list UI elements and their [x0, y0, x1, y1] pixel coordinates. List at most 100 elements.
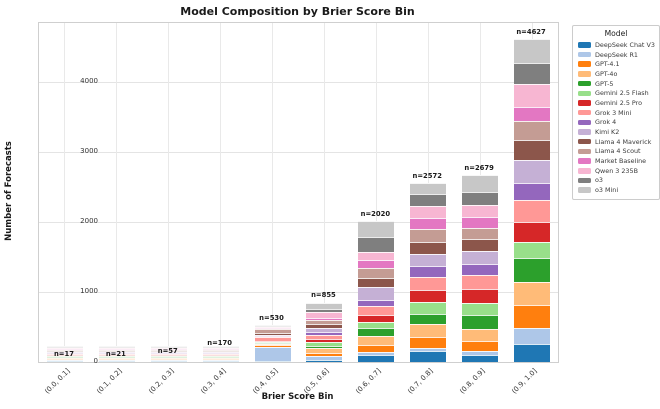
- legend-swatch-icon: [578, 100, 591, 106]
- bar-segment: [98, 357, 135, 358]
- legend-item: Gemini 2.5 Flash: [573, 88, 659, 98]
- bar-segment: [306, 317, 343, 320]
- bar-segment: [358, 268, 395, 279]
- bar-segment: [306, 331, 343, 335]
- gridline-horizontal: [39, 82, 558, 84]
- bar-segment: [98, 358, 135, 359]
- bar-segment: [462, 227, 499, 240]
- legend-label: GPT-5: [595, 79, 614, 88]
- bar-segment: [462, 216, 499, 228]
- bar-segment: [46, 351, 83, 352]
- gridline-vertical: [323, 23, 325, 362]
- bar-segment: [46, 347, 83, 348]
- bar-segment: [462, 175, 499, 192]
- stacked-bar-3: [150, 346, 187, 362]
- bar-segment: [150, 347, 187, 348]
- legend-item: DeepSeek Chat V3: [573, 40, 659, 50]
- legend-swatch-icon: [578, 42, 591, 48]
- legend-swatch-icon: [578, 61, 591, 67]
- bar-segment: [358, 278, 395, 288]
- bar-segment: [46, 352, 83, 353]
- bar-segment: [358, 221, 395, 238]
- bar-segment: [514, 120, 551, 141]
- bar-segment: [306, 309, 343, 313]
- gridline-vertical: [116, 23, 118, 362]
- bar-segment: [462, 205, 499, 217]
- bar-segment: [46, 360, 83, 361]
- gridline-vertical: [168, 23, 170, 362]
- bar-annotation: n=4627: [516, 28, 546, 37]
- bar-segment: [98, 356, 135, 357]
- legend-swatch-icon: [578, 138, 591, 145]
- legend-label: DeepSeek R1: [595, 50, 638, 59]
- legend-item: Qwen 3 235B: [573, 166, 659, 176]
- bar-segment: [410, 182, 447, 195]
- bar-segment: [98, 351, 135, 352]
- bar-segment: [150, 354, 187, 355]
- legend-label: Llama 4 Scout: [595, 147, 641, 156]
- stacked-bar-4: [202, 346, 239, 362]
- bar-segment: [306, 348, 343, 353]
- bar-segment: [254, 328, 291, 330]
- bar-segment: [306, 327, 343, 332]
- bar-segment: [306, 359, 343, 362]
- bar-segment: [358, 251, 395, 260]
- gridline-horizontal: [39, 152, 558, 154]
- bar-segment: [150, 361, 187, 362]
- y-tick-label: 1000: [80, 286, 98, 295]
- legend-label: Grok 3 Mini: [595, 108, 632, 117]
- bar-segment: [306, 352, 343, 356]
- bar-segment: [46, 349, 83, 350]
- legend-item: o3 Mini: [573, 185, 659, 195]
- bar-annotation: n=2679: [464, 164, 494, 173]
- stacked-bar-5: [254, 325, 291, 362]
- bar-segment: [306, 302, 343, 310]
- legend-item: Llama 4 Scout: [573, 147, 659, 157]
- bar-segment: [150, 356, 187, 357]
- y-axis-label: Number of Forecasts: [4, 141, 14, 241]
- bar-segment: [46, 346, 83, 347]
- legend-label: Llama 4 Maverick: [595, 137, 652, 146]
- legend-label: o3: [595, 176, 603, 185]
- bar-segment: [358, 328, 395, 336]
- bar-segment: [514, 327, 551, 345]
- legend-swatch-icon: [578, 187, 591, 193]
- bar-segment: [150, 353, 187, 354]
- bar-segment: [150, 352, 187, 353]
- bar-annotation: n=170: [207, 339, 232, 348]
- bar-segment: [514, 183, 551, 201]
- bar-segment: [514, 281, 551, 305]
- bar-segment: [254, 342, 291, 344]
- bar-annotation: n=2572: [412, 171, 442, 180]
- bar-annotation: n=21: [105, 349, 126, 358]
- bar-segment: [514, 107, 551, 121]
- bar-segment: [514, 200, 551, 222]
- bar-segment: [202, 359, 239, 360]
- bar-segment: [410, 194, 447, 206]
- bar-segment: [202, 354, 239, 355]
- bar-segment: [306, 312, 343, 318]
- gridline-vertical: [375, 23, 377, 362]
- bar-segment: [462, 329, 499, 341]
- bar-segment: [254, 345, 291, 348]
- stacked-bar-2: [98, 346, 135, 362]
- legend-label: Gemini 2.5 Pro: [595, 98, 643, 107]
- bar-annotation: n=530: [259, 314, 284, 323]
- gridline-vertical: [220, 23, 222, 362]
- bar-segment: [462, 288, 499, 304]
- bar-segment: [202, 350, 239, 351]
- stacked-bar-8: [410, 182, 447, 362]
- bar-segment: [150, 355, 187, 356]
- bar-segment: [46, 359, 83, 360]
- legend-swatch-icon: [578, 177, 591, 184]
- bar-segment: [410, 266, 447, 278]
- bar-segment: [306, 338, 343, 342]
- x-axis-label: Brier Score Bin: [261, 392, 334, 402]
- bar-segment: [462, 263, 499, 276]
- legend-title: Model: [604, 29, 628, 38]
- legend-label: GPT-4.1: [595, 60, 620, 69]
- bar-segment: [358, 351, 395, 355]
- legend-swatch-icon: [578, 148, 591, 155]
- legend-item: GPT-4o: [573, 69, 659, 79]
